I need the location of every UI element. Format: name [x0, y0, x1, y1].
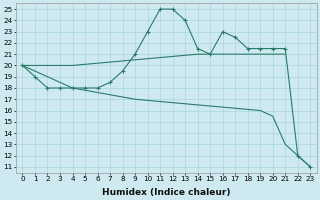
- X-axis label: Humidex (Indice chaleur): Humidex (Indice chaleur): [102, 188, 231, 197]
